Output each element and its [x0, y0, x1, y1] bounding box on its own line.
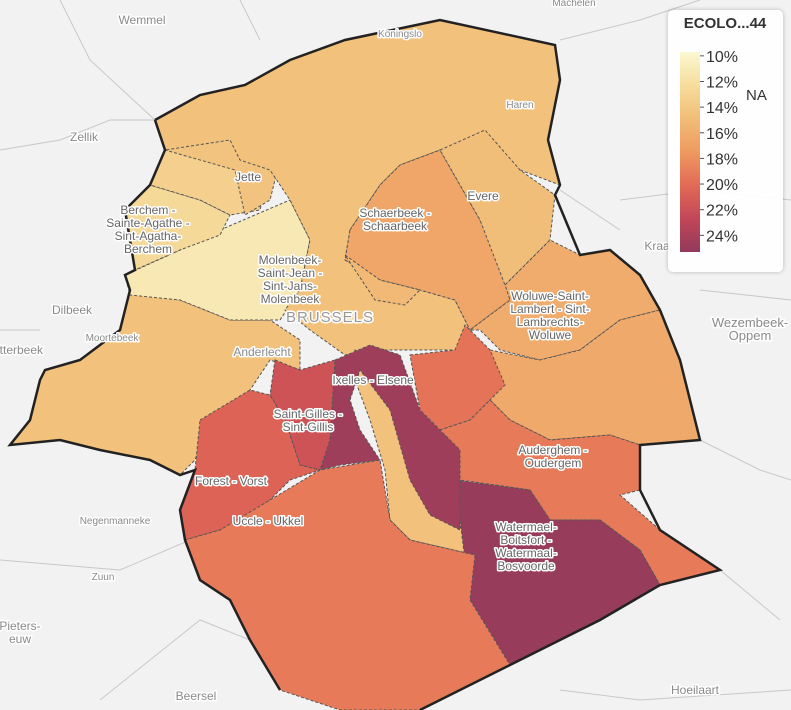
- place-label: Sainte-Agathe -: [106, 216, 189, 230]
- legend-tick-label: 10%: [706, 49, 738, 66]
- place-label: Koningslo: [378, 29, 422, 40]
- place-label: Dilbeek: [52, 303, 93, 317]
- place-label: Sint-Jans-: [263, 279, 317, 293]
- legend-tick-label: 14%: [706, 100, 738, 117]
- place-label: Watermael-: [495, 520, 557, 534]
- place-label: Evere: [467, 189, 499, 203]
- legend-tick-label: 20%: [706, 177, 738, 194]
- place-label: euw: [9, 632, 31, 646]
- place-label: Zuun: [92, 572, 115, 583]
- place-label: Oppem: [729, 328, 772, 343]
- place-label: Woluwe-Saint-: [511, 289, 589, 303]
- color-bar: [680, 52, 700, 252]
- place-label: Berchem: [124, 242, 172, 256]
- place-label: Kraa: [644, 239, 670, 253]
- place-label: itterbeek: [0, 343, 44, 357]
- legend-title: ECOLO...44: [684, 15, 767, 32]
- legend: ECOLO...44 NA 10% 12% 14% 16% 18% 20% 22% 24%: [668, 10, 783, 272]
- place-label: Forest - Vorst: [195, 474, 268, 488]
- legend-graphic: ECOLO...44 NA 10% 12% 14% 16% 18% 20% 22% 24%: [680, 15, 767, 252]
- region: [344, 254, 421, 306]
- place-label: Machelen: [552, 0, 595, 9]
- place-label: Schaarbeek: [363, 219, 428, 233]
- legend-tick-label: 22%: [706, 203, 738, 220]
- legend-tick-label: 18%: [706, 151, 738, 168]
- place-label: Sint-Gillis: [283, 420, 334, 434]
- place-label: Boitsfort -: [500, 533, 551, 547]
- place-label: Beersel: [176, 689, 217, 703]
- place-label: Schaerbeek -: [359, 206, 430, 220]
- region: [439, 399, 722, 586]
- place-label: Lambrechts-: [517, 315, 584, 329]
- place-label: Berchem -: [120, 203, 175, 217]
- place-label: Saint-Jean -: [258, 266, 323, 280]
- place-label: Watermaal-: [495, 546, 557, 560]
- place-label: Bosvoorde: [497, 559, 555, 573]
- place-label: Woluwe: [529, 328, 572, 342]
- legend-tick-label: 24%: [706, 228, 738, 245]
- place-label: Anderlecht: [233, 345, 291, 359]
- place-label: Auderghem -: [518, 443, 587, 457]
- region-outline: [7, 18, 724, 710]
- place-label: Uccle - Ukkel: [233, 514, 304, 528]
- place-label: Haren: [506, 100, 533, 111]
- place-label: BRUSSELS: [286, 309, 374, 326]
- place-label: Wezembeek-: [712, 315, 788, 330]
- region: [319, 344, 461, 531]
- place-label: Hoeilaart: [671, 683, 720, 697]
- place-label: Sint-Agatha-: [115, 229, 182, 243]
- place-label: Ixelles - Elsene: [332, 373, 414, 387]
- place-label: Molenbeek-: [259, 253, 322, 267]
- place-label: Lambert - Sint-: [510, 302, 589, 316]
- place-label: Pieters-: [0, 619, 41, 633]
- legend-tick-label: 12%: [706, 74, 738, 91]
- place-label: Saint-Gilles -: [274, 407, 343, 421]
- region: [124, 184, 231, 271]
- regions: [8, 19, 722, 710]
- place-label: Zellik: [70, 130, 99, 144]
- place-label: Negenmanneke: [80, 516, 151, 527]
- place-label: Jette: [235, 170, 261, 184]
- legend-tick-label: 16%: [706, 126, 738, 143]
- place-label: Moortebeek: [86, 333, 140, 344]
- legend-ticks: 10% 12% 14% 16% 18% 20% 22% 24%: [700, 49, 738, 245]
- place-label: Wemmel: [118, 13, 165, 27]
- region: [184, 459, 511, 710]
- place-label: Oudergem: [525, 456, 582, 470]
- na-label: NA: [746, 87, 767, 104]
- place-label: Molenbeek: [261, 292, 321, 306]
